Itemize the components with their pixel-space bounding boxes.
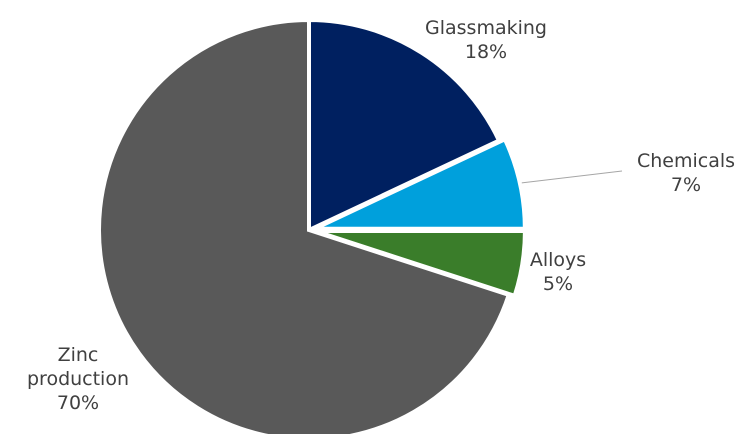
label-name-zinc-production-1: production: [27, 368, 129, 390]
label-name-glassmaking: Glassmaking: [425, 17, 547, 39]
slice-labels: Glassmaking 18% Chemicals 7% Alloys 5% Zinc pro…: [27, 17, 735, 414]
leader-line-chemicals: [521, 170, 623, 184]
label-alloys: Alloys 5%: [530, 249, 586, 295]
label-chemicals: Chemicals 7%: [637, 150, 735, 196]
label-glassmaking: Glassmaking 18%: [425, 17, 547, 63]
label-name-chemicals: Chemicals: [637, 150, 735, 172]
label-name-zinc-production-0: Zinc: [58, 344, 99, 366]
label-value-glassmaking: 18%: [465, 41, 507, 63]
slice-glassmaking: [307, 17, 502, 234]
label-value-chemicals: 7%: [671, 174, 701, 196]
slice-chemicals: [314, 136, 527, 231]
label-leader-lines: [521, 170, 623, 184]
label-name-alloys: Alloys: [530, 249, 586, 271]
label-value-alloys: 5%: [543, 273, 573, 295]
label-value-zinc-production: 70%: [57, 392, 99, 414]
label-zinc-production: Zinc production 70%: [27, 344, 129, 414]
slice-zinc-production: [97, 17, 512, 434]
pie-slices: [97, 17, 527, 434]
